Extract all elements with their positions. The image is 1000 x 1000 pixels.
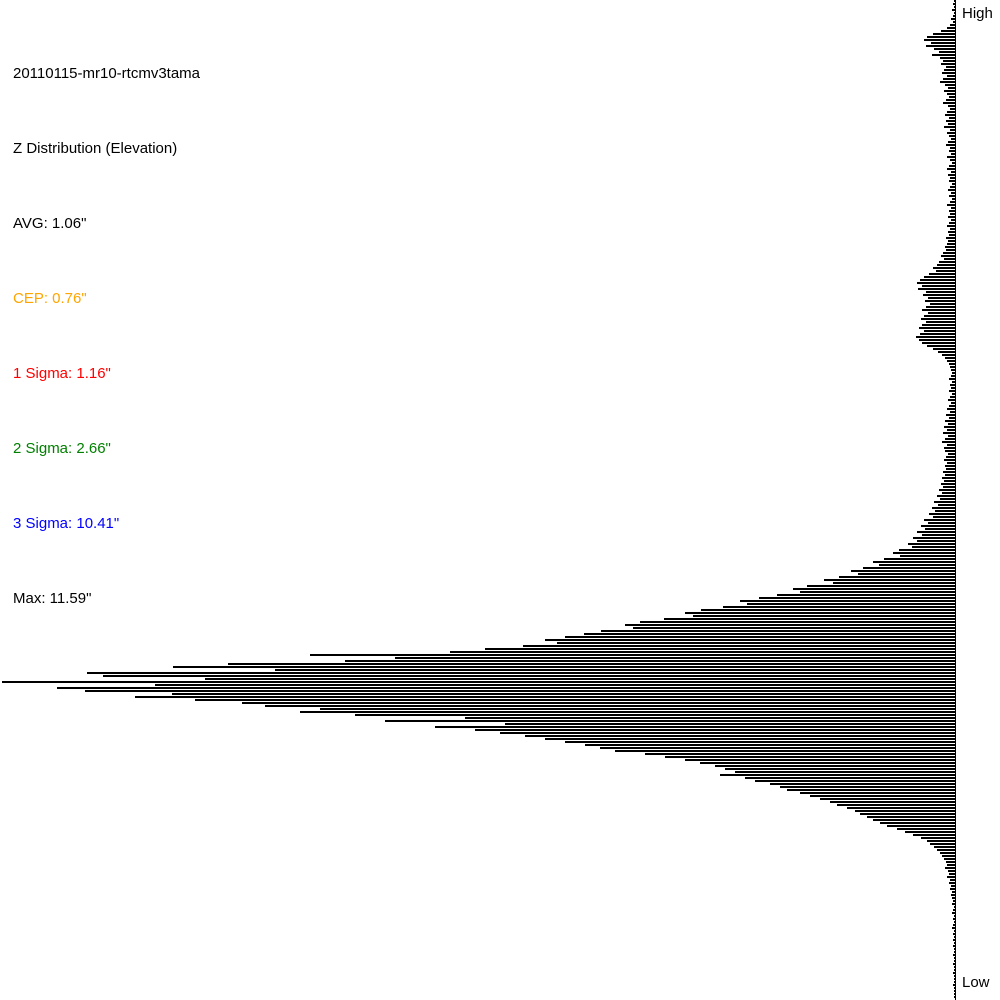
stat-1sigma: 1 Sigma: 1.16" (13, 365, 111, 382)
axis-label-low: Low (962, 974, 990, 991)
stat-3sigma: 3 Sigma: 10.41" (13, 515, 120, 532)
stat-2sigma: 2 Sigma: 2.66" (13, 440, 111, 457)
stat-avg: AVG: 1.06" (13, 215, 87, 232)
stat-cep: CEP: 0.76" (13, 290, 87, 307)
stats-block: 20110115-mr10-rtcmv3tama Z Distribution … (13, 11, 200, 661)
axis-label-high: High (962, 5, 993, 22)
chart-title: Z Distribution (Elevation) (13, 140, 178, 157)
stat-max: Max: 11.59" (13, 590, 92, 607)
dataset-title: 20110115-mr10-rtcmv3tama (13, 65, 201, 82)
histogram-bars (2, 0, 955, 998)
